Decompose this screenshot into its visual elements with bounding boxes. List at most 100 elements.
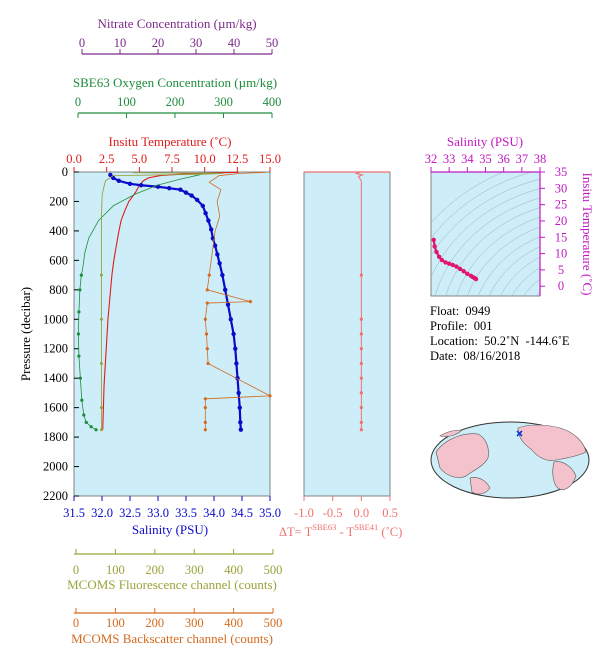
tdiff-point [359, 406, 363, 410]
backscatter-point [204, 332, 209, 336]
salinity-point [178, 187, 183, 192]
salinity-point [189, 193, 194, 198]
ts-temperature-tick-label: 25 [555, 198, 568, 212]
temperature-tick-label: 12.5 [226, 152, 248, 166]
pressure-tick-label: 800 [49, 283, 68, 297]
nitrate-axis-label: Nitrate Concentration (µm/kg) [97, 16, 256, 31]
nitrate-tick-label: 50 [266, 36, 279, 50]
salinity-point [220, 272, 225, 278]
tdiff-point [359, 391, 363, 395]
profile-panel [73, 171, 271, 497]
salinity-point [238, 420, 243, 425]
oxygen-tick-label: 100 [117, 95, 136, 109]
salinity-point [183, 190, 189, 195]
temperature-tick-label: 15.0 [259, 152, 281, 166]
ts-temperature-tick-label: 35 [555, 165, 568, 179]
tdiff-tick-label: -0.5 [323, 506, 343, 520]
pressure-tick-label: 2200 [43, 489, 68, 503]
nitrate-tick-label: 10 [114, 36, 127, 50]
backscatter-tick-label: 400 [224, 616, 243, 630]
oxygen-tick-label: 300 [214, 95, 233, 109]
ts-temperature-tick-label: 15 [555, 230, 568, 244]
salinity-point [108, 172, 113, 178]
ts-point [446, 261, 452, 266]
salinity-point [238, 427, 244, 432]
temperature-tick-label: 5.0 [132, 152, 148, 166]
fluorescence-tick-label: 200 [145, 563, 164, 577]
map-float-marker [516, 430, 523, 437]
fluorescence-point [99, 406, 103, 410]
temperature-tick-label: 2.5 [99, 152, 115, 166]
ts-point [443, 260, 448, 265]
backscatter-tick-label: 200 [145, 616, 164, 630]
temperature-tick-label: 10.0 [194, 152, 216, 166]
profile-id: Profile: 001 [430, 319, 493, 333]
pressure-tick-label: 1600 [43, 401, 68, 415]
backscatter-point [268, 394, 272, 398]
salinity-tick-label: 33.0 [147, 506, 169, 520]
ts-point [465, 271, 470, 277]
fluorescence-axis-label: MCOMS Fluorescence channel (counts) [67, 577, 277, 592]
oxygen-point [89, 425, 93, 429]
pressure-axis-label: Pressure (decibar) [18, 287, 33, 381]
fluorescence-series-line [100, 172, 223, 430]
oxygen-tick-label: 400 [263, 95, 282, 109]
fluorescence-point [99, 361, 103, 365]
ts-temperature-tick-label: 20 [555, 214, 568, 228]
salinity-tick-label: 34.0 [203, 506, 225, 520]
tdiff-point [359, 420, 363, 424]
oxygen-point [80, 398, 84, 402]
tdiff-point [359, 332, 363, 336]
salinity-point [237, 405, 242, 410]
pressure-tick-label: 1400 [43, 371, 68, 385]
backscatter-tick-label: 0 [73, 616, 79, 630]
salinity-point [206, 218, 211, 223]
backscatter-point [206, 361, 210, 366]
pressure-tick-label: 200 [49, 194, 68, 208]
ts-salinity-tick-label: 38 [534, 152, 547, 166]
oxygen-point [78, 288, 82, 292]
salinity-point [236, 390, 241, 396]
fluorescence-tick-label: 400 [224, 563, 243, 577]
fluorescence-tick-label: 0 [73, 563, 79, 577]
backscatter-point [207, 273, 211, 277]
date: Date: 08/16/2018 [430, 349, 521, 363]
ts-point [439, 257, 445, 263]
backscatter-point [203, 397, 207, 401]
tdiff-tick-label: 0.0 [354, 506, 370, 520]
fluorescence-tick-label: 100 [106, 563, 125, 577]
tdiff-series-line [355, 171, 365, 430]
ts-point [457, 266, 463, 272]
backscatter-point [205, 347, 209, 351]
salinity-point [234, 361, 239, 366]
salinity-tick-label: 32.0 [91, 506, 113, 520]
salinity-point [116, 178, 122, 184]
oxygen-point [84, 420, 88, 424]
salinity-point [209, 227, 214, 232]
salinity-point [139, 183, 144, 188]
oxygen-tick-label: 200 [166, 95, 185, 109]
ts-temperature-tick-label: 0 [558, 279, 564, 293]
nitrate-axis: Nitrate Concentration (µm/kg) 0 10 20 30 40 5… [79, 16, 279, 55]
oxygen-tick-label: 0 [75, 95, 81, 109]
tdiff-point [359, 428, 363, 432]
salinity-tick-label: 35.0 [259, 506, 281, 520]
backscatter-point [205, 288, 209, 292]
fluorescence-point [99, 428, 103, 432]
oxygen-point [79, 273, 83, 277]
salinity-point [127, 181, 133, 186]
fluorescence-axis: 0 100 200 300 400 500 MCOMS Fluorescence chan… [67, 549, 282, 592]
ts-salinity-tick-label: 32 [425, 152, 438, 166]
backscatter-tick-label: 100 [106, 616, 125, 630]
oxygen-axis-label: SBE63 Oxygen Concentration (µm/kg) [73, 75, 277, 90]
temperature-tick-label: 7.5 [164, 152, 180, 166]
backscatter-point [203, 428, 207, 432]
nitrate-tick-label: 20 [152, 36, 165, 50]
oxygen-axis: SBE63 Oxygen Concentration (µm/kg) 0 100 2… [73, 75, 282, 118]
ts-salinity-axis-label: Salinity (PSU) [447, 134, 523, 149]
salinity-point [223, 287, 228, 293]
salinity-tick-label: 33.5 [175, 506, 197, 520]
backscatter-tick-label: 300 [185, 616, 204, 630]
ts-temperature-tick-label: 5 [558, 263, 564, 277]
